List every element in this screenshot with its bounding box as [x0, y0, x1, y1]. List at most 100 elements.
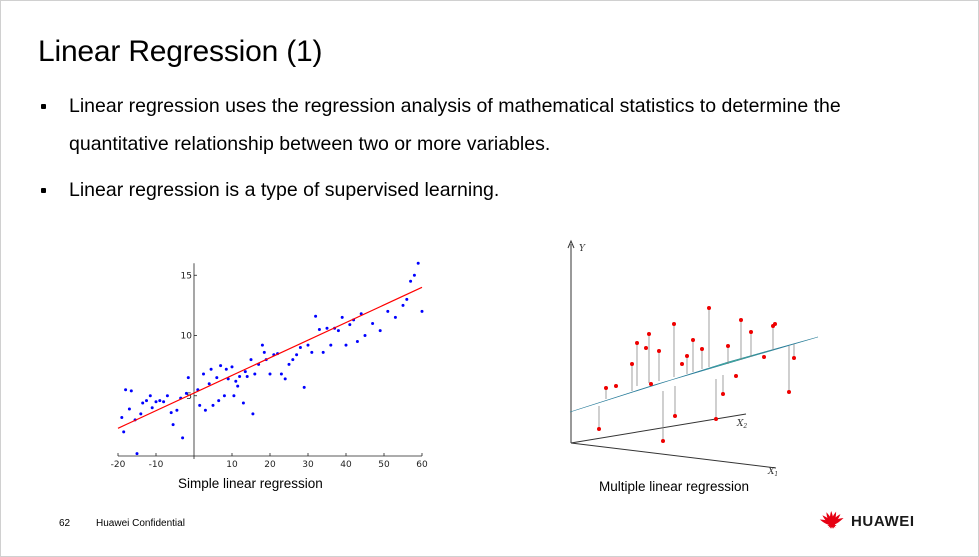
data-point — [207, 382, 211, 386]
x-tick-label: 30 — [302, 460, 314, 470]
data-point — [647, 332, 651, 336]
data-point — [122, 430, 126, 434]
data-point — [336, 329, 340, 333]
data-point — [355, 340, 359, 344]
data-point — [792, 356, 796, 360]
data-point — [141, 401, 145, 405]
data-point — [700, 347, 704, 351]
data-point — [739, 318, 743, 322]
data-point — [749, 330, 753, 334]
data-point — [287, 362, 291, 366]
bullet-item: Linear regression uses the regression an… — [39, 87, 939, 163]
bullet-dot-icon — [41, 104, 46, 109]
huawei-flower-icon — [819, 511, 844, 529]
data-point — [184, 391, 188, 395]
data-point — [325, 326, 329, 330]
multiple-regression-chart: Y X1 X2 — [567, 239, 819, 476]
plane-mesh — [569, 336, 819, 413]
data-point — [314, 314, 318, 318]
data-point — [685, 354, 689, 358]
data-point — [171, 423, 175, 427]
axis-label-x1: X1 — [767, 467, 778, 476]
data-point — [198, 403, 202, 407]
data-point — [673, 414, 677, 418]
simple-regression-chart: -20 -10 10 20 30 40 50 60 5 10 15 — [111, 261, 428, 470]
data-point — [401, 303, 405, 307]
data-point — [202, 372, 205, 376]
data-point — [291, 358, 295, 362]
data-point — [340, 315, 344, 319]
data-point — [644, 346, 648, 350]
data-point — [230, 365, 234, 369]
data-point — [604, 386, 608, 390]
data-point — [762, 355, 766, 359]
x-tick-label: 60 — [416, 460, 428, 470]
data-point — [614, 384, 618, 388]
bullet-list: Linear regression uses the regression an… — [39, 87, 939, 209]
data-point — [175, 408, 179, 412]
data-point — [150, 406, 154, 410]
data-point — [405, 297, 409, 301]
data-point — [393, 315, 397, 319]
data-point — [236, 384, 240, 388]
data-point — [253, 372, 257, 376]
data-point — [707, 306, 711, 310]
data-point — [329, 343, 333, 347]
data-point — [243, 370, 247, 374]
data-point — [127, 407, 131, 411]
data-point — [680, 362, 684, 366]
data-point — [691, 338, 695, 342]
data-point — [344, 343, 348, 347]
data-point — [124, 388, 128, 392]
data-point — [597, 427, 601, 431]
data-point — [295, 353, 299, 357]
footer-confidential: Huawei Confidential — [96, 518, 185, 529]
data-point — [420, 309, 424, 313]
data-point — [630, 362, 634, 366]
data-point — [412, 273, 416, 277]
data-point — [661, 439, 665, 443]
data-point — [158, 399, 162, 403]
bullet-text: Linear regression uses the regression an… — [69, 95, 841, 155]
data-point — [215, 376, 219, 380]
data-point — [135, 452, 139, 456]
data-point — [129, 389, 133, 393]
data-point — [283, 377, 287, 381]
y-tick-label: 10 — [181, 332, 193, 342]
data-point — [348, 323, 352, 327]
x1-axis-line — [570, 442, 777, 469]
data-point — [378, 329, 382, 333]
data-point — [245, 374, 249, 378]
y-tick-label: 15 — [181, 271, 192, 281]
data-point — [181, 436, 185, 440]
data-points — [597, 306, 796, 443]
data-point — [721, 392, 725, 396]
bullet-dot-icon — [41, 188, 46, 193]
data-point — [302, 385, 306, 389]
data-point — [219, 364, 223, 368]
data-point — [298, 346, 302, 350]
data-point — [148, 394, 152, 398]
data-point — [238, 374, 242, 378]
data-point — [726, 344, 730, 348]
data-point — [260, 343, 264, 347]
data-point — [251, 412, 255, 416]
data-point — [154, 400, 158, 404]
data-point — [234, 379, 238, 383]
data-point — [386, 309, 390, 313]
data-point — [635, 341, 639, 345]
x-tick-label: 10 — [226, 460, 238, 470]
data-point — [310, 350, 314, 354]
data-point — [139, 412, 143, 416]
data-point — [279, 372, 283, 376]
data-point — [306, 343, 310, 347]
data-point — [232, 394, 236, 398]
data-point — [262, 350, 266, 354]
regression-line — [117, 286, 423, 429]
data-point — [317, 327, 321, 331]
x-tick-label: -20 — [111, 460, 126, 470]
x-tick-label: 50 — [378, 460, 390, 470]
data-point — [249, 358, 253, 362]
data-point — [649, 382, 653, 386]
bullet-text: Linear regression is a type of supervise… — [69, 179, 500, 201]
